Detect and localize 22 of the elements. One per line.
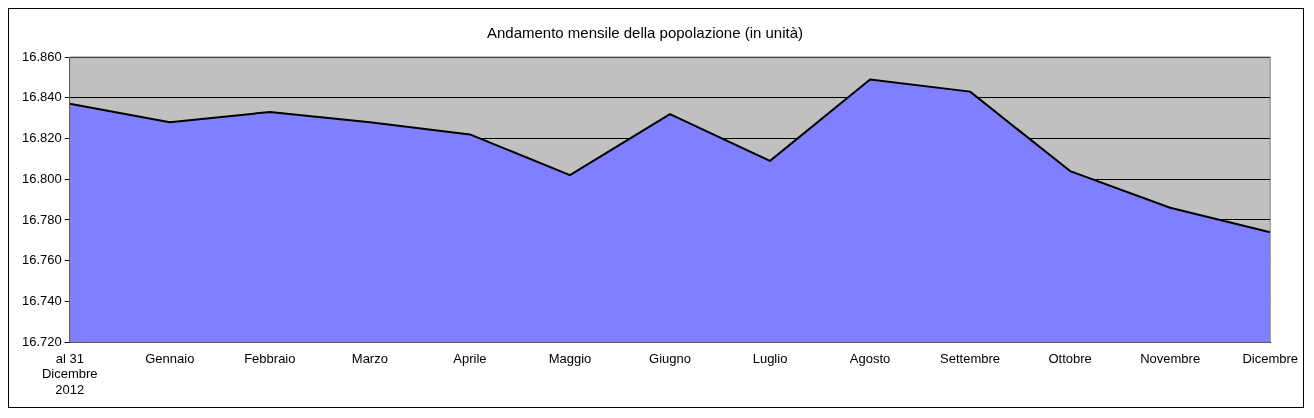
- x-tick-label: Luglio: [752, 350, 788, 366]
- x-tick-label: al 31 Dicembre 2012: [41, 350, 98, 397]
- x-tick-label: Maggio: [548, 350, 592, 366]
- y-tick-label: 16.760: [22, 252, 62, 268]
- x-tick-label: Febbraio: [244, 350, 296, 366]
- y-tick-label: 16.780: [22, 211, 62, 227]
- y-tick-label: 16.740: [22, 293, 62, 309]
- chart-title: Andamento mensile della popolazione (in unità): [486, 24, 804, 42]
- y-tick-label: 16.860: [22, 48, 62, 64]
- y-tick-label: 16.800: [22, 170, 62, 186]
- x-tick-label: Settembre: [940, 350, 1001, 366]
- x-tick-label: Gennaio: [145, 350, 195, 366]
- y-tick-label: 16.840: [22, 89, 62, 105]
- x-tick-label: Aprile: [453, 350, 487, 366]
- x-tick-label: Agosto: [849, 350, 891, 366]
- x-tick-label: Novembre: [1140, 350, 1201, 366]
- x-tick-label: Dicembre: [1242, 350, 1298, 366]
- x-tick-label: Giugno: [649, 350, 691, 366]
- x-tick-label: Ottobre: [1048, 350, 1092, 366]
- y-tick-label: 16.720: [22, 333, 62, 349]
- y-tick-label: 16.820: [22, 130, 62, 146]
- x-tick-label: Marzo: [351, 350, 388, 366]
